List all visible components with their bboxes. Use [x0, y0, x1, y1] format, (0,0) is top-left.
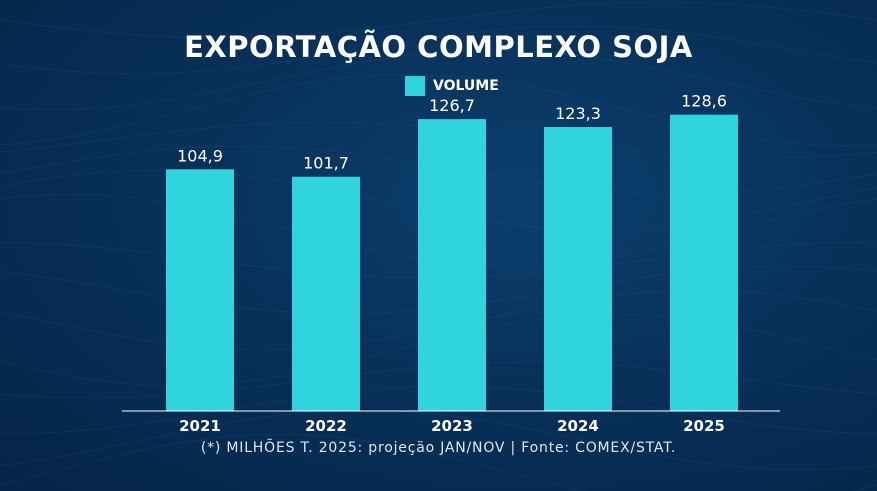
- bar-2022: [292, 176, 360, 411]
- x-tick-2024: 2024: [557, 417, 599, 435]
- data-label-2021: 104,9: [177, 146, 223, 165]
- data-label-2022: 101,7: [303, 154, 349, 173]
- footnote: (*) MILHÕES T. 2025: projeção JAN/NOV | …: [200, 440, 677, 456]
- bar-2021: [166, 169, 234, 411]
- x-tick-2022: 2022: [305, 417, 347, 435]
- bar-2024: [544, 127, 612, 411]
- x-tick-2025: 2025: [683, 417, 725, 435]
- legend-swatch: [405, 76, 425, 96]
- data-label-2023: 126,7: [429, 96, 475, 115]
- x-tick-2023: 2023: [431, 417, 473, 435]
- legend-label: VOLUME: [433, 78, 499, 94]
- legend: VOLUME: [405, 76, 499, 96]
- data-label-2025: 128,6: [681, 92, 727, 111]
- data-label-2024: 123,3: [555, 104, 601, 123]
- bar-2023: [418, 119, 486, 411]
- bar-2025: [670, 114, 738, 411]
- x-tick-2021: 2021: [179, 417, 221, 435]
- chart-title: EXPORTAÇÃO COMPLEXO SOJA: [184, 30, 693, 64]
